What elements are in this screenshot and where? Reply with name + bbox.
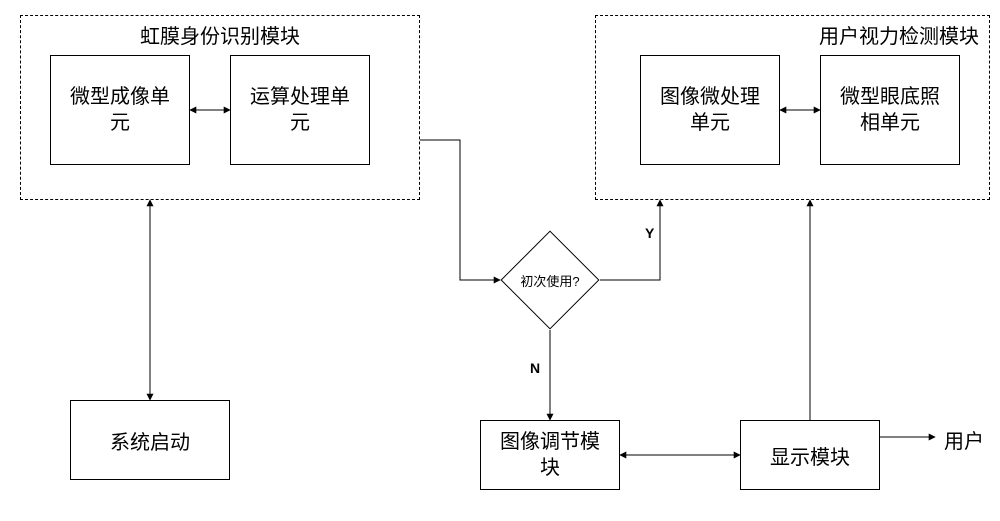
imaging-unit-label: 微型成像单 元	[70, 84, 170, 136]
image-adjust-box: 图像调节模 块	[480, 420, 620, 490]
fundus-unit-label: 微型眼底照 相单元	[840, 84, 940, 136]
display-box: 显示模块	[740, 420, 880, 490]
decision-diamond: 初次使用?	[501, 231, 600, 330]
compute-unit-box: 运算处理单 元	[230, 55, 370, 165]
imgproc-unit-label: 图像微处理 单元	[660, 84, 760, 136]
imgproc-unit-box: 图像微处理 单元	[640, 55, 780, 165]
compute-unit-label: 运算处理单 元	[250, 84, 350, 136]
image-adjust-label: 图像调节模 块	[500, 429, 600, 481]
fundus-unit-box: 微型眼底照 相单元	[820, 55, 960, 165]
edge-label-y: Y	[645, 225, 654, 241]
decision-label: 初次使用?	[516, 246, 584, 314]
edge-iris-decision	[420, 140, 500, 280]
iris-module-title: 虹膜身份识别模块	[21, 20, 419, 49]
system-start-label: 系统启动	[110, 426, 190, 455]
imaging-unit-box: 微型成像单 元	[50, 55, 190, 165]
display-label: 显示模块	[770, 441, 850, 470]
system-start-box: 系统启动	[70, 400, 230, 480]
edge-label-n: N	[530, 360, 540, 376]
user-label: 用户	[944, 425, 984, 454]
vision-module-title: 用户视力检测模块	[819, 20, 979, 49]
